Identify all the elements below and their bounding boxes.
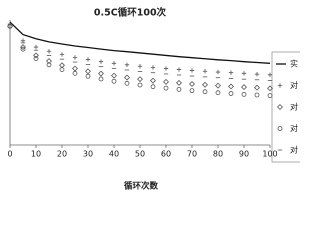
point <box>254 84 260 91</box>
point <box>215 69 221 75</box>
x-tick-label: 40 <box>109 150 119 159</box>
x-tick-label: 30 <box>83 150 93 159</box>
x-tick-label: 100 <box>262 150 277 159</box>
point <box>137 76 143 83</box>
x-tick-label: 20 <box>57 150 67 159</box>
legend-label: 对 <box>290 102 298 112</box>
point <box>202 89 208 95</box>
x-tick-label: 50 <box>135 150 145 159</box>
legend-label: 对 <box>290 123 298 133</box>
legend-label: 对 <box>290 145 298 155</box>
point <box>20 38 26 44</box>
x-tick-label: 60 <box>161 150 171 159</box>
point <box>241 91 247 97</box>
legend-box <box>271 51 300 163</box>
point <box>150 77 156 84</box>
point <box>202 69 208 74</box>
x-axis-label: 循环次数 <box>124 181 159 192</box>
point <box>59 67 65 72</box>
point <box>137 64 143 69</box>
point <box>59 62 65 69</box>
point <box>228 83 234 90</box>
point <box>72 70 78 76</box>
point <box>163 78 169 85</box>
point <box>33 52 39 59</box>
x-tick-label: 0 <box>7 150 12 159</box>
point <box>85 57 91 62</box>
point <box>111 78 117 84</box>
point <box>176 79 182 86</box>
point <box>163 85 169 91</box>
x-tick-label: 10 <box>31 150 41 159</box>
chart-title: 0.5C循环100次 <box>94 7 167 19</box>
point <box>72 55 78 60</box>
point <box>163 66 169 71</box>
point <box>150 65 156 70</box>
legend-swatch <box>277 104 283 110</box>
point <box>46 58 52 65</box>
point <box>228 70 234 75</box>
x-tick-label: 90 <box>239 150 249 159</box>
point <box>254 92 260 98</box>
point <box>189 80 195 87</box>
legend-swatch <box>277 126 283 131</box>
point <box>254 71 260 77</box>
point <box>33 56 39 61</box>
legend-swatch <box>277 83 283 88</box>
x-tick-label: 70 <box>187 150 197 159</box>
point <box>189 88 195 94</box>
point <box>267 85 273 92</box>
point <box>150 84 156 90</box>
point <box>33 44 39 50</box>
point <box>176 86 182 92</box>
point <box>202 81 208 88</box>
point <box>98 76 104 82</box>
point <box>85 73 91 79</box>
point <box>46 62 52 68</box>
point <box>98 70 104 77</box>
x-tick-label: 80 <box>213 150 223 159</box>
point <box>20 44 26 51</box>
point <box>111 61 117 66</box>
point <box>59 52 65 57</box>
point <box>124 80 130 86</box>
point <box>20 46 26 52</box>
point <box>215 82 221 89</box>
point <box>72 65 78 72</box>
series-line <box>9 21 271 64</box>
point <box>267 93 273 99</box>
point <box>215 90 221 96</box>
point <box>98 59 104 64</box>
point <box>137 82 143 88</box>
point <box>111 72 117 79</box>
point <box>241 84 247 91</box>
legend-label: 实 <box>290 59 298 69</box>
point <box>46 49 52 54</box>
point <box>176 67 182 72</box>
point <box>228 91 234 96</box>
point <box>124 74 130 81</box>
chart: 0.5C循环100次 循环次数 0 10 20 30 40 50 60 70 80 90 100 实对… <box>7 7 300 192</box>
point <box>124 62 130 67</box>
point <box>85 68 91 75</box>
legend-label: 对 <box>290 80 298 90</box>
point <box>267 72 273 77</box>
point <box>241 71 247 76</box>
point <box>189 68 195 73</box>
